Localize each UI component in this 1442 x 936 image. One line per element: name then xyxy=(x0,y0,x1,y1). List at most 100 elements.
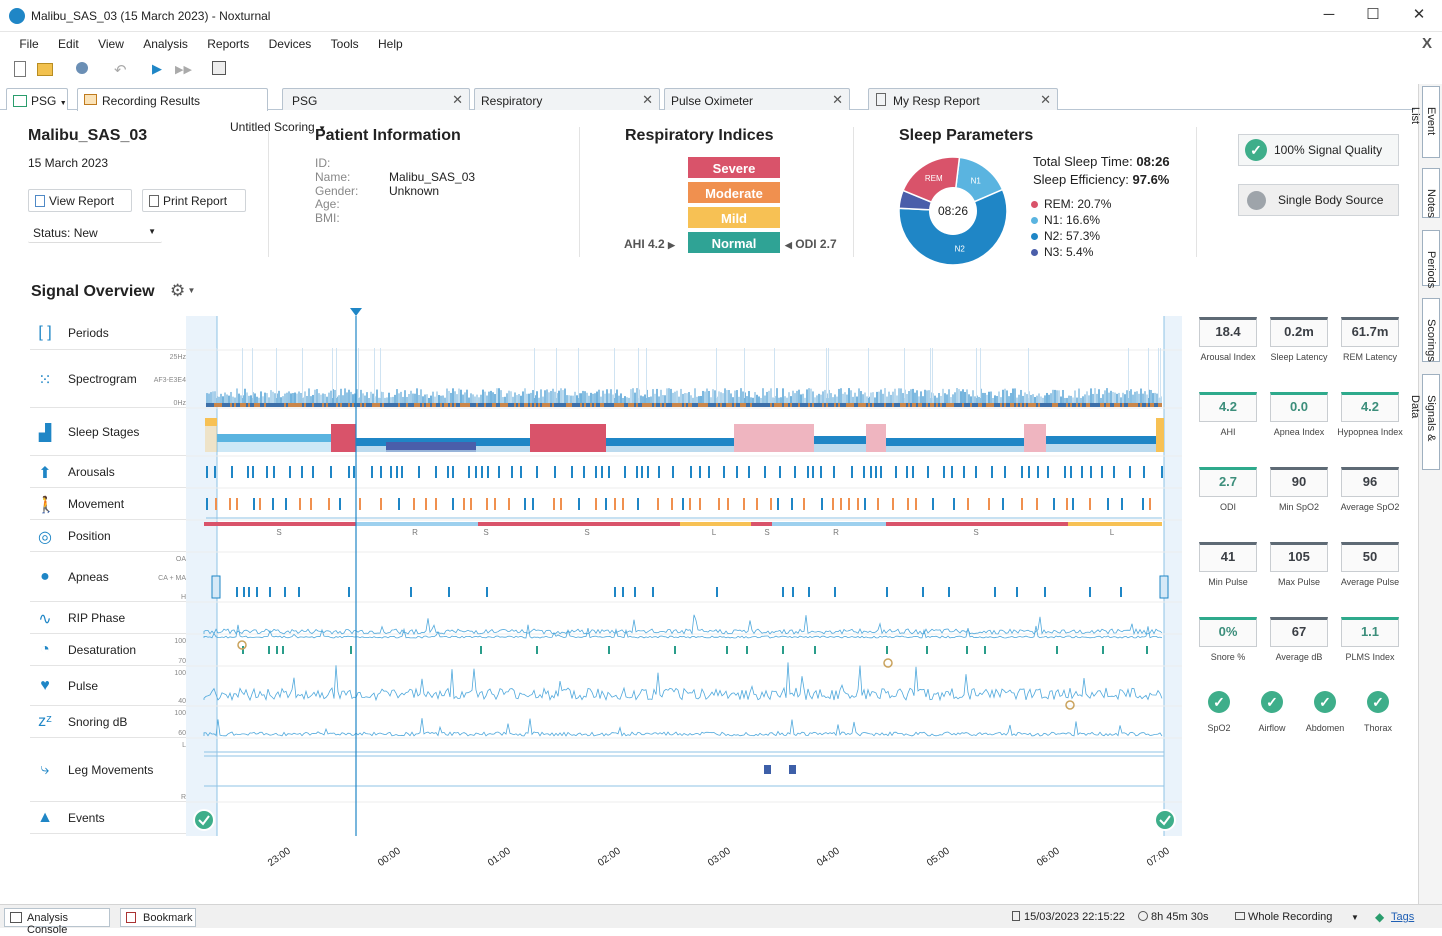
view-report-button[interactable]: View Report xyxy=(28,189,132,212)
window-title: Malibu_SAS_03 (15 March 2023) - Noxturna… xyxy=(31,9,271,23)
close-document-button[interactable]: X xyxy=(1421,35,1432,52)
minimize-button[interactable]: ─ xyxy=(1323,6,1335,23)
parameter-value[interactable]: 61.7m xyxy=(1341,317,1399,347)
parameter-value[interactable]: 90 xyxy=(1270,467,1328,497)
signal-row-leg-movements[interactable]: ⤷ Leg Movements L R xyxy=(30,738,186,802)
parameter-value[interactable]: 96 xyxy=(1341,467,1399,497)
settings-gear-icon[interactable]: ⚙ ▼ xyxy=(170,281,196,300)
close-tab-icon[interactable]: ✕ xyxy=(452,92,463,107)
menu-reports[interactable]: Reports xyxy=(207,37,250,51)
parameter-value[interactable]: 105 xyxy=(1270,542,1328,572)
close-tab-icon[interactable]: ✕ xyxy=(642,92,653,107)
tags-link[interactable]: Tags xyxy=(1391,911,1415,923)
parameter-value[interactable]: 18.4 xyxy=(1199,317,1257,347)
tab-pulse-oximeter[interactable]: Pulse Oximeter ✕ xyxy=(664,88,850,110)
signal-row-periods[interactable]: [ ] Periods xyxy=(30,316,186,350)
legend-dot xyxy=(1031,233,1038,240)
dock-tab-scorings[interactable]: Scorings xyxy=(1422,298,1440,362)
parameter-value[interactable]: 2.7 xyxy=(1199,467,1257,497)
new-file-icon[interactable] xyxy=(14,61,26,77)
eff-value: 97.6% xyxy=(1132,172,1170,187)
print-report-button[interactable]: Print Report xyxy=(142,189,246,212)
tab-psg[interactable]: PSG ✕ xyxy=(282,88,470,110)
undo-icon[interactable]: ↶ xyxy=(114,62,127,79)
menu-tools[interactable]: Tools xyxy=(330,37,359,51)
menu-devices[interactable]: Devices xyxy=(268,37,312,51)
signal-row-events[interactable]: ▲ Events xyxy=(30,802,186,834)
parameter-label: Average SpO2 xyxy=(1340,502,1400,512)
scale-label: 100 xyxy=(174,670,186,677)
signal-row-label: Arousals xyxy=(68,465,115,479)
psg-dropdown[interactable]: PSG ▼ xyxy=(6,88,68,110)
signal-row-snoring-db[interactable]: zᶻ Snoring dB 100 60 xyxy=(30,706,186,738)
menu-analysis[interactable]: Analysis xyxy=(143,37,188,51)
dock-tab-signals-data[interactable]: Signals & Data xyxy=(1409,374,1440,470)
dock-tab-periods[interactable]: Periods xyxy=(1422,230,1440,288)
parameter-value[interactable]: 0.0 xyxy=(1270,392,1328,422)
ahi-value: AHI 4.2 xyxy=(624,237,665,251)
bookmark-button[interactable]: Bookmark xyxy=(120,908,196,927)
range-icon xyxy=(1235,912,1245,920)
document-icon xyxy=(35,195,45,207)
signal-row-arousals[interactable]: ⬆ Arousals xyxy=(30,456,186,488)
signal-row-pulse[interactable]: ♥ Pulse 100 40 xyxy=(30,666,186,706)
open-folder-icon[interactable] xyxy=(37,63,53,76)
scoring-selector[interactable]: Untitled Scoring ▼ xyxy=(230,120,326,134)
analysis-console-button[interactable]: Analysis Console xyxy=(4,908,110,936)
tab-my-resp-report[interactable]: My Resp Report ✕ xyxy=(868,88,1058,110)
signal-row-spectrogram[interactable]: ⁙ Spectrogram 25Hz AF3-E3E4 0Hz xyxy=(30,350,186,408)
circle-icon xyxy=(1247,191,1266,210)
time-tick: 06:00 xyxy=(1035,845,1062,870)
body-source-button[interactable]: Single Body Source xyxy=(1238,184,1399,216)
patient-icon[interactable] xyxy=(76,62,88,74)
chevron-down-icon[interactable]: ▼ xyxy=(1351,913,1359,922)
severity-normal: Normal xyxy=(688,232,780,255)
tab-respiratory[interactable]: Respiratory ✕ xyxy=(474,88,660,110)
signal-row-movement[interactable]: 🚶 Movement xyxy=(30,488,186,520)
tst-value: 08:26 xyxy=(1136,154,1170,169)
fast-forward-icon[interactable]: ▶▶ xyxy=(175,64,192,76)
parameter-label: PLMS Index xyxy=(1345,652,1395,662)
parameter-value[interactable]: 0.2m xyxy=(1270,317,1328,347)
signal-row-rip-phase[interactable]: ∿ RIP Phase xyxy=(30,602,186,634)
signal-row-apneas[interactable]: ● Apneas OA CA + MA H xyxy=(30,552,186,602)
signal-row-label: Events xyxy=(68,811,105,825)
signal-row-sleep-stages[interactable]: ▟ Sleep Stages xyxy=(30,408,186,456)
status-dropdown[interactable]: Status: New ▼ xyxy=(28,222,162,243)
menu-help[interactable]: Help xyxy=(378,37,403,51)
parameter-value[interactable]: 41 xyxy=(1199,542,1257,572)
position-letter: S xyxy=(973,528,978,537)
eff-label: Sleep Efficiency: xyxy=(1033,172,1129,187)
close-tab-icon[interactable]: ✕ xyxy=(832,92,843,107)
desaturation-icon: ◔ xyxy=(40,641,50,658)
analysis-console-label: Analysis Console xyxy=(27,912,68,936)
signal-quality-button[interactable]: ✓ 100% Signal Quality xyxy=(1238,134,1399,166)
close-window-button[interactable]: ✕ xyxy=(1412,6,1426,23)
signal-row-position[interactable]: ◎ Position xyxy=(30,520,186,552)
title-bar: Malibu_SAS_03 (15 March 2023) - Noxturna… xyxy=(0,0,1442,32)
maximize-button[interactable]: ☐ xyxy=(1366,6,1380,23)
parameter-value[interactable]: 50 xyxy=(1341,542,1399,572)
close-tab-icon[interactable]: ✕ xyxy=(1040,92,1051,107)
parameter-value[interactable]: 0% xyxy=(1199,617,1257,647)
tab-recording-results[interactable]: Recording Results xyxy=(77,88,268,111)
dock-tab-notes[interactable]: Notes xyxy=(1422,168,1440,218)
play-icon[interactable]: ▶ xyxy=(152,61,162,76)
sleep-stages-icon: ▟ xyxy=(38,425,52,442)
range-selector[interactable]: Whole Recording xyxy=(1248,911,1333,923)
menu-file[interactable]: File xyxy=(19,37,39,51)
parameter-value[interactable]: 4.2 xyxy=(1199,392,1257,422)
sleep-stage-donut: N1 N2 REM 08:26 xyxy=(898,156,1008,266)
menu-view[interactable]: View xyxy=(98,37,124,51)
parameter-value[interactable]: 67 xyxy=(1270,617,1328,647)
pulse-icon: ♥ xyxy=(40,677,50,694)
signal-row-desaturation[interactable]: ◔ Desaturation 100 70 xyxy=(30,634,186,666)
parameter-label: AHI xyxy=(1220,427,1236,437)
dock-tab-event-list[interactable]: Event List xyxy=(1409,86,1440,158)
parameter-label: Average Pulse xyxy=(1340,577,1400,587)
arrow-right-icon: ▶ xyxy=(668,240,675,250)
parameter-value[interactable]: 4.2 xyxy=(1341,392,1399,422)
menu-edit[interactable]: Edit xyxy=(58,37,79,51)
parameter-value[interactable]: 1.1 xyxy=(1341,617,1399,647)
